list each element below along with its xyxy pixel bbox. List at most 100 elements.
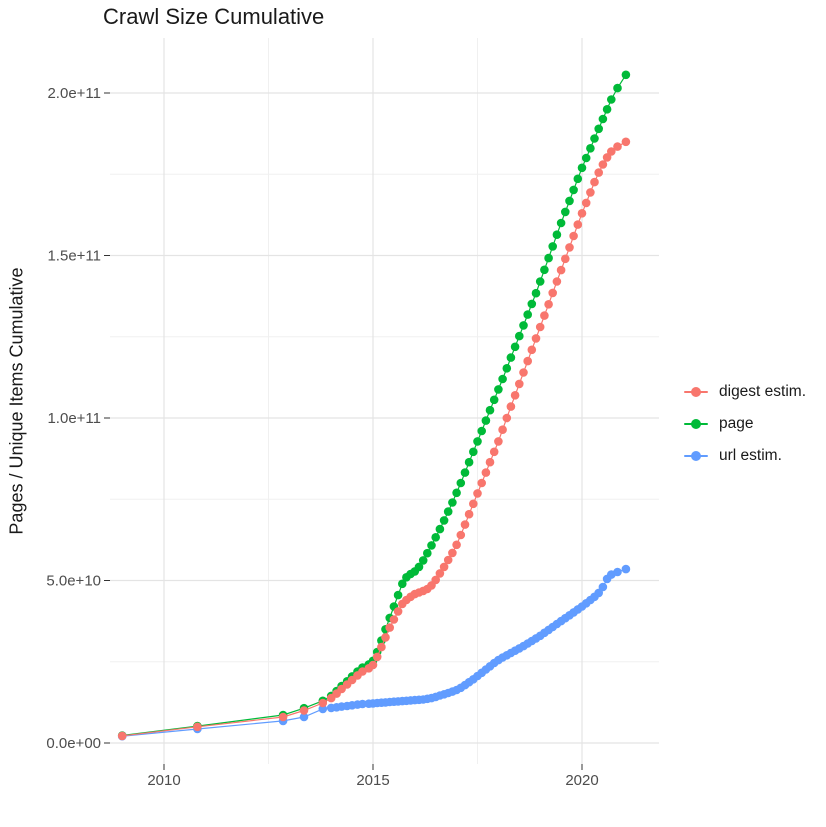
- series-point-digest-estim-: [389, 615, 399, 624]
- legend-label-digest: digest estim.: [719, 383, 807, 400]
- series-point-digest-estim-: [548, 288, 557, 298]
- legend-key-digest: [684, 387, 708, 397]
- series-point-page: [414, 562, 424, 572]
- series-point-digest-estim-: [527, 345, 537, 355]
- series-point-digest-estim-: [552, 277, 562, 286]
- legend-label-page: page: [719, 415, 754, 432]
- series-point-page: [586, 144, 595, 153]
- series-point-digest-estim-: [385, 623, 395, 632]
- series-point-page: [498, 374, 507, 384]
- series-point-page: [607, 95, 616, 104]
- series-point-digest-estim-: [372, 652, 382, 662]
- series-point-digest-estim-: [393, 607, 403, 616]
- series-point-digest-estim-: [577, 209, 587, 218]
- series-point-digest-estim-: [621, 137, 631, 147]
- series-point-page: [448, 498, 457, 507]
- series-point-page: [552, 230, 562, 239]
- series-point-digest-estim-: [523, 356, 532, 366]
- series-point-digest-estim-: [565, 243, 574, 252]
- series-point-page: [427, 541, 436, 550]
- series-point-page: [535, 277, 545, 286]
- series-point-page: [544, 253, 553, 263]
- series-point-page: [573, 174, 583, 184]
- series-point-digest-estim-: [531, 334, 541, 343]
- series-point-digest-estim-: [569, 231, 578, 241]
- series-point-page: [548, 242, 557, 251]
- series-point-page: [393, 590, 403, 600]
- series-point-digest-estim-: [477, 478, 487, 488]
- series-point-page: [531, 288, 541, 298]
- series-point-url-estim-: [613, 567, 622, 577]
- series-point-digest-estim-: [460, 520, 470, 529]
- series-point-page: [577, 163, 587, 173]
- legend-point-icon: [691, 451, 701, 461]
- series-point-digest-estim-: [481, 468, 491, 477]
- series-point-page: [485, 405, 495, 415]
- series-point-digest-estim-: [510, 391, 520, 400]
- series-point-page: [523, 310, 532, 319]
- series-point-digest-estim-: [561, 254, 570, 264]
- chart-title: Crawl Size Cumulative: [103, 4, 325, 29]
- series-point-digest-estim-: [456, 530, 466, 540]
- series-point-page: [398, 579, 407, 589]
- x-tick-label: 2015: [356, 772, 389, 789]
- legend-label-url: url estim.: [719, 447, 782, 464]
- series-point-page: [481, 416, 491, 425]
- series-point-page: [456, 478, 466, 488]
- series-point-digest-estim-: [607, 147, 616, 156]
- series-point-digest-estim-: [544, 300, 553, 309]
- legend-item-page: page: [684, 408, 806, 440]
- series-point-digest-estim-: [494, 437, 503, 446]
- series-point-digest-estim-: [439, 562, 449, 572]
- series-point-digest-estim-: [278, 712, 288, 722]
- series-point-page: [489, 395, 499, 405]
- series-point-page: [435, 524, 445, 534]
- y-tick-label: 0.0e+00: [46, 735, 101, 752]
- legend-item-digest: digest estim.: [684, 376, 806, 408]
- series-point-digest-estim-: [519, 368, 528, 377]
- series-point-page: [598, 114, 608, 124]
- series-point-page: [423, 548, 432, 558]
- series-point-digest-estim-: [506, 402, 516, 411]
- series-point-digest-estim-: [448, 548, 457, 558]
- series-point-digest-estim-: [498, 425, 507, 435]
- legend-point-icon: [691, 419, 701, 429]
- series-point-page: [464, 457, 474, 467]
- series-point-digest-estim-: [452, 540, 461, 550]
- series-point-url-estim-: [621, 564, 631, 574]
- legend-item-url: url estim.: [684, 440, 806, 472]
- y-tick-label: 5.0e+10: [46, 573, 101, 590]
- series-point-digest-estim-: [556, 265, 566, 275]
- series-point-page: [439, 516, 449, 525]
- series-point-page: [613, 83, 622, 93]
- series-point-page: [594, 124, 603, 134]
- series-line-digest-estim-: [122, 141, 627, 737]
- y-tick-label: 1.0e+11: [47, 410, 101, 427]
- series-point-page: [494, 385, 503, 394]
- series-point-digest-estim-: [381, 633, 390, 642]
- series-point-page: [561, 207, 570, 217]
- series-point-page: [418, 556, 428, 565]
- series-point-page: [556, 218, 566, 228]
- series-point-digest-estim-: [502, 413, 512, 423]
- series-point-url-estim-: [299, 712, 309, 722]
- series-point-page: [452, 488, 461, 498]
- series-point-page: [443, 507, 453, 516]
- series-point-digest-estim-: [377, 642, 386, 652]
- legend-key-url: [684, 451, 708, 461]
- series-point-digest-estim-: [535, 322, 545, 332]
- series-point-page: [460, 468, 470, 477]
- legend: digest estim. page url estim.: [684, 376, 806, 472]
- series-point-digest-estim-: [581, 198, 591, 208]
- series-point-page: [469, 447, 478, 457]
- series-point-digest-estim-: [318, 698, 328, 708]
- series-point-digest-estim-: [368, 660, 378, 670]
- series-point-digest-estim-: [193, 722, 202, 732]
- series-point-digest-estim-: [515, 379, 524, 389]
- series-point-page: [590, 134, 599, 143]
- series-point-page: [565, 196, 574, 206]
- legend-key-page: [684, 419, 708, 429]
- series-point-url-estim-: [598, 582, 608, 592]
- series-point-page: [502, 364, 512, 373]
